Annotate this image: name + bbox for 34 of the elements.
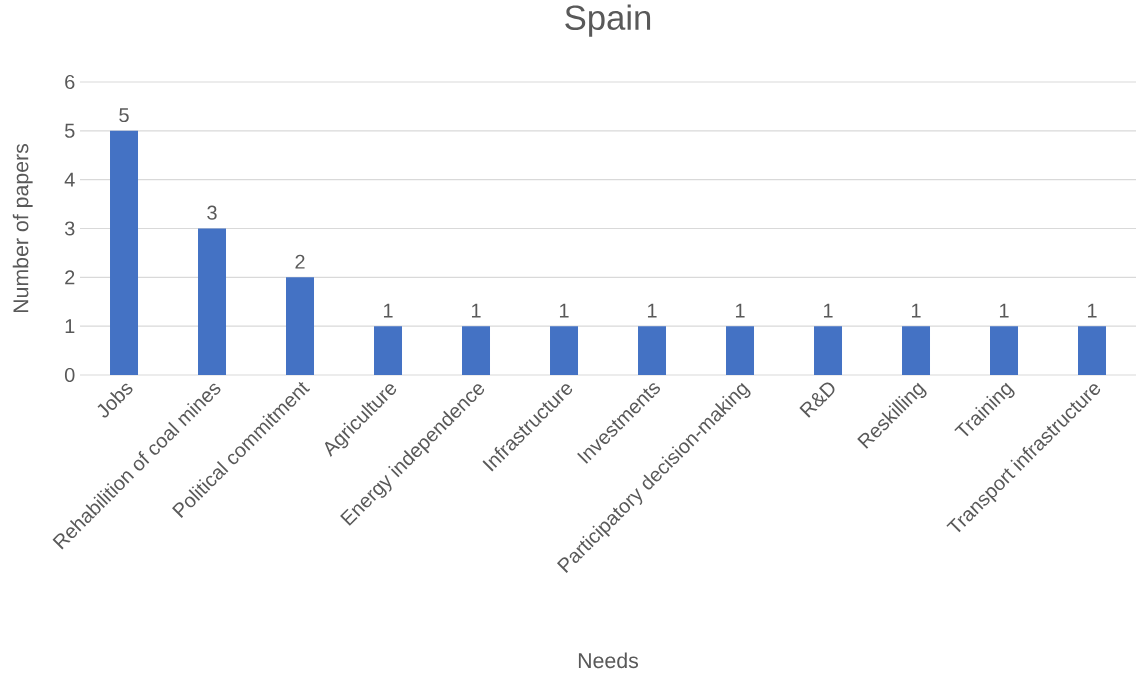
bar bbox=[550, 326, 579, 375]
bar bbox=[286, 277, 315, 375]
y-tick-label: 1 bbox=[65, 319, 75, 334]
y-tick-label: 6 bbox=[65, 74, 75, 90]
data-label: 1 bbox=[647, 303, 657, 318]
y-tick-label: 2 bbox=[65, 270, 75, 285]
bar bbox=[814, 326, 843, 375]
data-label: 1 bbox=[911, 303, 921, 318]
bar bbox=[990, 326, 1019, 375]
bar bbox=[198, 228, 227, 375]
y-tick-label: 3 bbox=[64, 221, 75, 236]
data-label: 1 bbox=[1087, 303, 1097, 318]
bar bbox=[110, 130, 139, 375]
bar bbox=[638, 326, 667, 375]
bar bbox=[462, 326, 491, 375]
y-axis-title: Number of papers bbox=[12, 143, 33, 313]
data-label: 2 bbox=[295, 254, 305, 269]
x-axis-title: Needs bbox=[578, 652, 639, 669]
data-label: 1 bbox=[383, 303, 393, 318]
data-label: 3 bbox=[207, 205, 217, 220]
bar bbox=[726, 326, 755, 375]
data-label: 1 bbox=[735, 303, 745, 318]
data-label: 1 bbox=[471, 303, 481, 318]
y-tick-label: 5 bbox=[64, 123, 75, 138]
bar bbox=[374, 326, 403, 375]
data-label: 1 bbox=[559, 303, 569, 318]
bar bbox=[902, 326, 931, 375]
data-label: 5 bbox=[119, 108, 129, 123]
bar bbox=[1078, 326, 1107, 375]
chart-title: Spain bbox=[565, 4, 651, 37]
data-label: 1 bbox=[823, 303, 833, 318]
data-label: 1 bbox=[999, 303, 1009, 318]
y-tick-label: 4 bbox=[64, 172, 75, 187]
y-tick-label: 0 bbox=[64, 367, 75, 383]
